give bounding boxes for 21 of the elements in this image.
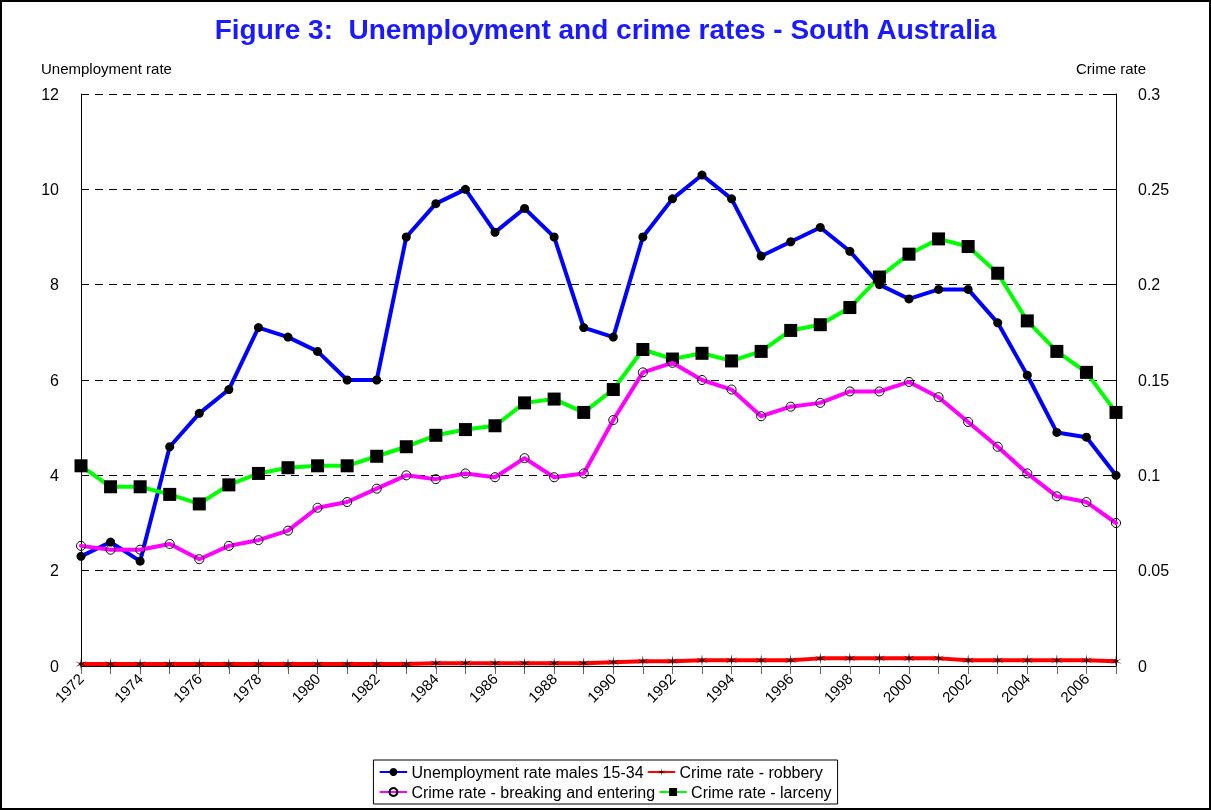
y-tick-label: 10 (41, 180, 60, 198)
y-tick-label: 12 (41, 85, 60, 103)
legend-label: Crime rate - robbery (679, 763, 823, 781)
y-tick-label: 4 (50, 466, 60, 484)
y2-axis-title: Crime rate (1075, 60, 1146, 77)
y2-tick-label: 0.3 (1138, 85, 1161, 103)
y2-tick-label: 0 (1138, 657, 1147, 675)
legend-label: Unemployment rate males 15-34 (411, 763, 644, 781)
y-tick-label: 6 (50, 371, 60, 389)
legend-label: Crime rate - breaking and entering (411, 783, 656, 801)
y-tick-label: 2 (50, 562, 60, 580)
y2-tick-label: 0.05 (1138, 562, 1170, 580)
chart-title: Figure 3: Unemployment and crime rates - South Australia (214, 13, 997, 45)
legend-label: Crime rate - larceny (691, 783, 832, 801)
y2-tick-label: 0.1 (1138, 466, 1161, 484)
y2-tick-label: 0.15 (1138, 371, 1170, 389)
y2-tick-label: 0.25 (1138, 180, 1170, 198)
y2-tick-label: 0.2 (1138, 276, 1161, 294)
y-tick-label: 0 (50, 657, 60, 675)
y-axis-title: Unemployment rate (41, 60, 172, 77)
y-tick-label: 8 (50, 276, 60, 294)
